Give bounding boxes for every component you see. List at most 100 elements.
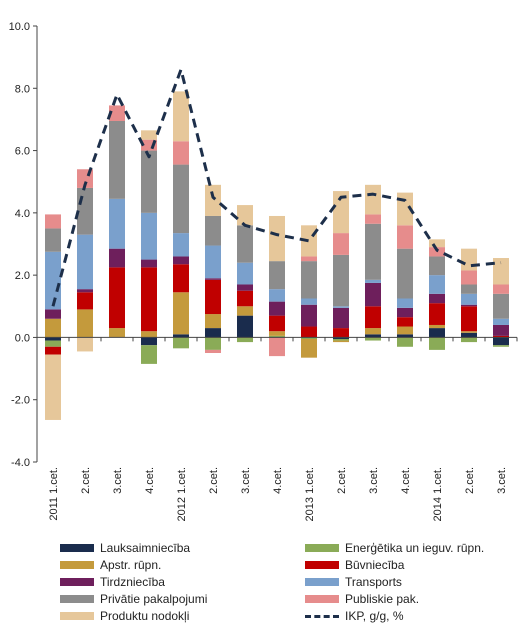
bar-segment [237,205,253,226]
bar-segment [173,233,189,257]
bar-segment [365,279,381,283]
y-tick-label: -4.0 [11,457,30,469]
x-tick-label: 2011 1.cet. [48,467,60,521]
bar-segment [269,331,285,336]
bar-segment [365,337,381,341]
bar-segment [493,335,509,338]
bar-segment [205,245,221,279]
bar-segment [45,228,61,252]
legend-label: Enerģētika un ieguv. rūpn. [345,541,485,555]
bar-segment [461,331,477,333]
bar-segment [493,345,509,347]
bar-segment [333,338,349,341]
bar-segment [77,289,93,293]
bar-segment [205,278,221,280]
bar-segment [77,292,93,310]
x-tick-label: 2.cet. [208,467,220,494]
bar-segment [141,150,157,213]
legend-label: Privātie pakalpojumi [100,592,208,606]
y-tick-label: 4.0 [15,208,30,220]
bar-segment [109,328,125,338]
bar-segment [141,345,157,364]
x-tick-label: 2.cet. [464,467,476,494]
bar-segment [301,298,317,305]
bar-segment [333,306,349,308]
bar-segment [461,337,477,343]
bar-segment [173,141,189,165]
bar-segment [45,354,61,420]
bar-segment [141,337,157,346]
bar-segment [269,289,285,302]
bar-segment [237,315,253,338]
bar-segment [397,307,413,318]
bar-segment [397,248,413,299]
bar-segment [173,91,189,142]
bar-segment [461,332,477,338]
bar-segment [205,279,221,315]
bar-segment [365,282,381,307]
bar-segment [397,337,413,347]
bar-segment [109,120,125,199]
bar-segment [173,337,189,349]
bar-segment [397,334,413,338]
bar-segment [461,293,477,305]
bar-segment [365,223,381,280]
x-tick-label: 3.cet. [496,467,508,494]
bar-segment [173,164,189,234]
bar-segment [141,331,157,338]
bar-segment [269,301,285,316]
legend-swatch [305,595,339,603]
bar-segment [333,328,349,338]
bar-segment [141,139,157,151]
bar-segment [461,306,477,332]
bar-segment [141,259,157,268]
chart: -4.0 -2.0 0.0 2.0 4.0 6.0 8.0 10.0 2011 1.cet. 2.… [9,21,518,521]
bar-segment [365,328,381,335]
legend-swatch [305,544,339,552]
bar-segment [461,248,477,271]
bar-segment [397,298,413,308]
legend-swatch [60,561,94,569]
bar-segment [109,198,125,249]
bar-segment [493,324,509,336]
bar-segment [429,328,445,338]
bar-segment [493,337,509,346]
bar-segment [205,184,221,216]
bar-segment [397,326,413,335]
legend-swatch [305,615,339,618]
bar-segment [461,270,477,285]
bar-segment [429,293,445,304]
bar-segment [45,251,61,310]
legend-swatch [60,544,94,552]
bar-segment [173,334,189,338]
bar-segment [301,261,317,299]
bar-segment [205,215,221,246]
bar-segment [365,306,381,329]
bar-segment [333,340,349,343]
bar-segment [269,337,285,357]
y-tick-label: 10.0 [9,21,30,33]
y-tick-label: 0.0 [15,332,30,344]
bar-segment [237,290,253,307]
bar-segment [333,233,349,255]
bar-segment [269,315,285,332]
legend-label: IKP, g/g, % [345,609,404,623]
x-tick-label: 4.cet. [144,467,156,494]
bar-segment [205,337,221,350]
y-tick-label: 8.0 [15,83,30,95]
bar-segment [365,184,381,215]
plot-area: -4.0 -2.0 0.0 2.0 4.0 6.0 8.0 10.0 2011 1.cet. 2.… [9,21,518,521]
gdp-line [51,68,502,307]
x-tick-label: 2012 1.cet. [176,467,188,521]
bar-segment [333,307,349,329]
bar-segment [301,326,317,338]
x-tick-label: 3.cet. [368,467,380,494]
x-tick-label: 3.cet. [112,467,124,494]
bar-segment [365,214,381,224]
bar-segment [333,337,349,339]
y-tick-label: 2.0 [15,270,30,282]
bar-segment [173,256,189,265]
bar-segment [237,225,253,263]
legend-label: Lauksaimniecība [100,541,191,555]
bar-segment [365,334,381,338]
